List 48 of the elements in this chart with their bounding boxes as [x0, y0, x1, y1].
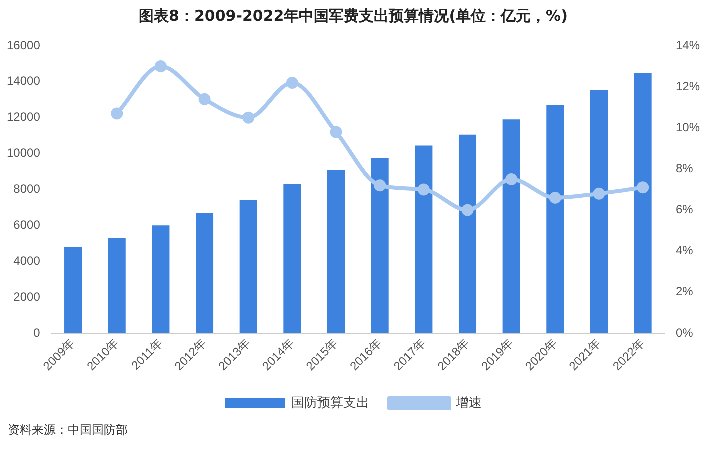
- bar: [64, 247, 82, 334]
- bar: [546, 105, 564, 334]
- y-tick-label: 6000: [14, 218, 41, 232]
- point: [593, 188, 606, 200]
- y-tick-label: 0: [34, 326, 41, 340]
- point: [418, 184, 430, 196]
- y2-tick-label: 12%: [676, 79, 700, 94]
- bar: [502, 120, 520, 334]
- bar: [327, 170, 346, 334]
- y-tick-label: 8000: [14, 182, 41, 196]
- y-tick-label: 12000: [6, 110, 41, 124]
- bar: [152, 226, 170, 334]
- y-tick-label: 16000: [6, 38, 41, 52]
- bar: [415, 146, 433, 334]
- y2-tick-label: 10%: [676, 120, 700, 134]
- y-tick-label: 14000: [6, 74, 41, 88]
- y2-tick-label: 2%: [676, 284, 694, 299]
- point: [330, 126, 342, 138]
- point: [374, 180, 386, 192]
- legend-label: 增速: [455, 395, 482, 410]
- y2-tick-label: 0%: [676, 326, 694, 340]
- bar: [458, 134, 477, 334]
- bar: [634, 72, 652, 334]
- point: [286, 76, 298, 89]
- bar: [196, 213, 214, 334]
- y2-tick-label: 8%: [676, 162, 694, 176]
- point: [549, 192, 562, 204]
- y-tick-label: 4000: [14, 254, 41, 268]
- legend-label: 国防预算支出: [292, 395, 370, 410]
- point: [111, 108, 124, 120]
- y2-tick-label: 4%: [676, 244, 694, 258]
- point: [242, 112, 255, 124]
- chart-title: 图表8：2009-2022年中国军费支出预算情况(单位：亿元，%): [139, 6, 568, 25]
- point: [506, 173, 518, 186]
- bar: [590, 90, 608, 334]
- bar: [284, 184, 302, 334]
- bar: [108, 238, 126, 334]
- point: [462, 204, 474, 216]
- y-tick-label: 2000: [14, 290, 41, 304]
- y2-tick-label: 14%: [676, 38, 700, 52]
- bar: [371, 158, 389, 334]
- point: [637, 182, 650, 194]
- text: 资料来源：中国国防部: [8, 422, 128, 439]
- point: [198, 93, 211, 106]
- bar: [240, 200, 258, 334]
- y2-tick-label: 6%: [676, 202, 694, 217]
- point: [154, 60, 167, 73]
- y-tick-label: 10000: [6, 146, 41, 160]
